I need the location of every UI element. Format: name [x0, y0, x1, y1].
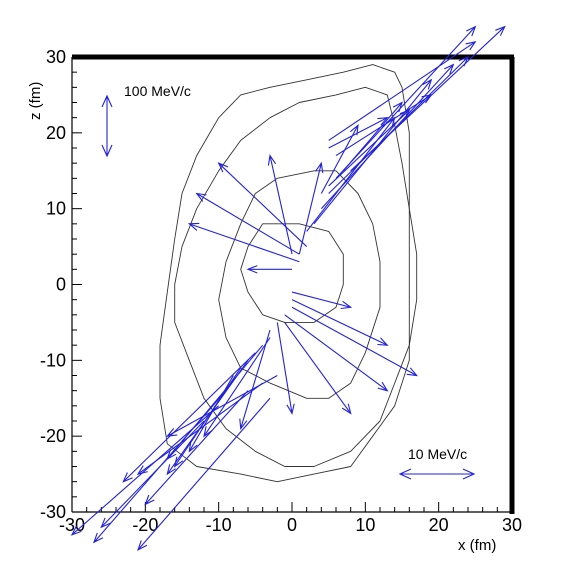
- momentum-arrow: [291, 306, 419, 377]
- x-tick-label: 20: [429, 515, 449, 535]
- momentum-arrow: [188, 375, 234, 453]
- momentum-arrow: [217, 162, 308, 247]
- momentum-arrow: [320, 124, 359, 194]
- y-tick-label: -20: [40, 426, 66, 446]
- y-tick-label: 0: [56, 275, 66, 295]
- contour-middle: [218, 170, 381, 399]
- contour-outer: [174, 86, 418, 467]
- momentum-arrow: [350, 25, 506, 172]
- density-contours: [159, 64, 418, 483]
- momentum-arrow: [144, 390, 249, 506]
- momentum-arrow: [70, 405, 220, 536]
- momentum-arrow: [291, 291, 353, 310]
- y-tick-label: 30: [46, 47, 66, 67]
- x-tick-label: 30: [502, 515, 522, 535]
- momentum-arrow: [187, 222, 300, 263]
- momentum-arrow: [335, 94, 433, 157]
- momentum-arrow: [165, 375, 278, 437]
- momentum-arrow: [328, 109, 411, 187]
- y-tick-label: -30: [40, 502, 66, 522]
- x-tick-label: -10: [206, 515, 232, 535]
- x-tick-label: -20: [132, 515, 158, 535]
- momentum-arrow: [137, 397, 271, 552]
- momentum-arrow: [203, 337, 271, 438]
- axis-labels: x (fm) z (fm): [27, 82, 496, 554]
- x-tick-label: -30: [59, 515, 85, 535]
- contour-inner: [240, 223, 344, 323]
- axis-ticks: -30 -20 -10 0 10 20 30 -30 -20 -10 0 10 20 30: [40, 47, 522, 535]
- momentum-arrow: [136, 382, 263, 475]
- momentum-arrow: [173, 367, 242, 468]
- momentum-arrow: [291, 299, 389, 346]
- scale-vertical: [101, 94, 113, 158]
- momentum-arrow: [276, 322, 295, 415]
- momentum-arrow: [246, 265, 292, 274]
- scale-indicators: 100 MeV/c 10 MeV/c: [101, 83, 476, 480]
- contour-outermost: [159, 64, 410, 483]
- momentum-arrow: [284, 314, 389, 392]
- momentum-arrow: [328, 55, 470, 194]
- y-tick-label: 10: [46, 199, 66, 219]
- momentum-arrow: [328, 40, 477, 141]
- momentum-arrow: [298, 161, 324, 255]
- x-tick-label: 0: [287, 515, 297, 535]
- momentum-arrow: [195, 192, 300, 255]
- momentum-arrow: [328, 117, 389, 149]
- y-tick-label: -10: [40, 350, 66, 370]
- scale-label-horizontal: 10 MeV/c: [408, 446, 467, 462]
- momentum-arrow: [284, 322, 352, 415]
- x-axis-label: x (fm): [458, 537, 496, 554]
- y-axis-label: z (fm): [27, 82, 44, 120]
- momentum-arrow: [313, 78, 433, 225]
- momentum-arrow: [122, 352, 256, 483]
- momentum-arrow: [342, 101, 403, 172]
- scale-horizontal: [398, 468, 476, 480]
- momentum-arrow: [239, 329, 271, 431]
- y-tick-label: 20: [46, 123, 66, 143]
- x-tick-label: 10: [355, 515, 375, 535]
- scale-label-vertical: 100 MeV/c: [124, 83, 191, 99]
- momentum-arrow: [267, 154, 293, 255]
- momentum-arrow: [306, 116, 396, 232]
- momentum-arrows: [70, 25, 506, 552]
